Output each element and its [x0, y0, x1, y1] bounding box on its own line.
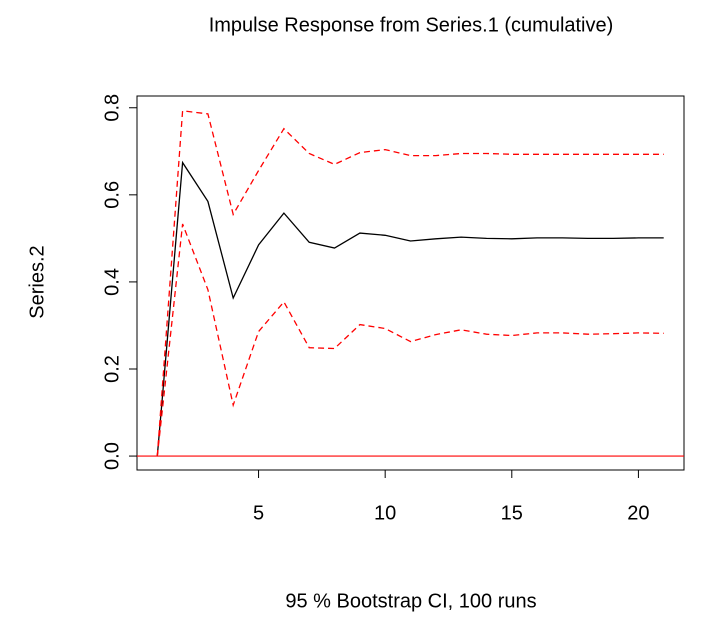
y-tick-label: 0.4: [101, 268, 123, 296]
y-tick-label: 0.8: [101, 94, 123, 122]
series-line: [156, 160, 664, 457]
chart-title: Impulse Response from Series.1 (cumulati…: [209, 14, 614, 36]
plot-box: [136, 95, 685, 471]
x-tick-label: 15: [501, 502, 523, 524]
y-tick-label: 0.2: [101, 355, 123, 383]
x-tick-label: 20: [627, 502, 649, 524]
y-tick-label: 0.6: [101, 181, 123, 209]
x-axis-label: 95 % Bootstrap CI, 100 runs: [285, 590, 536, 612]
series-line: [156, 223, 664, 457]
y-axis-label: Series.2: [26, 245, 48, 318]
x-tick-label: 10: [374, 502, 396, 524]
x-tick-label: 5: [253, 502, 264, 524]
y-tick-label: 0.0: [101, 442, 123, 470]
series-line: [156, 110, 664, 457]
